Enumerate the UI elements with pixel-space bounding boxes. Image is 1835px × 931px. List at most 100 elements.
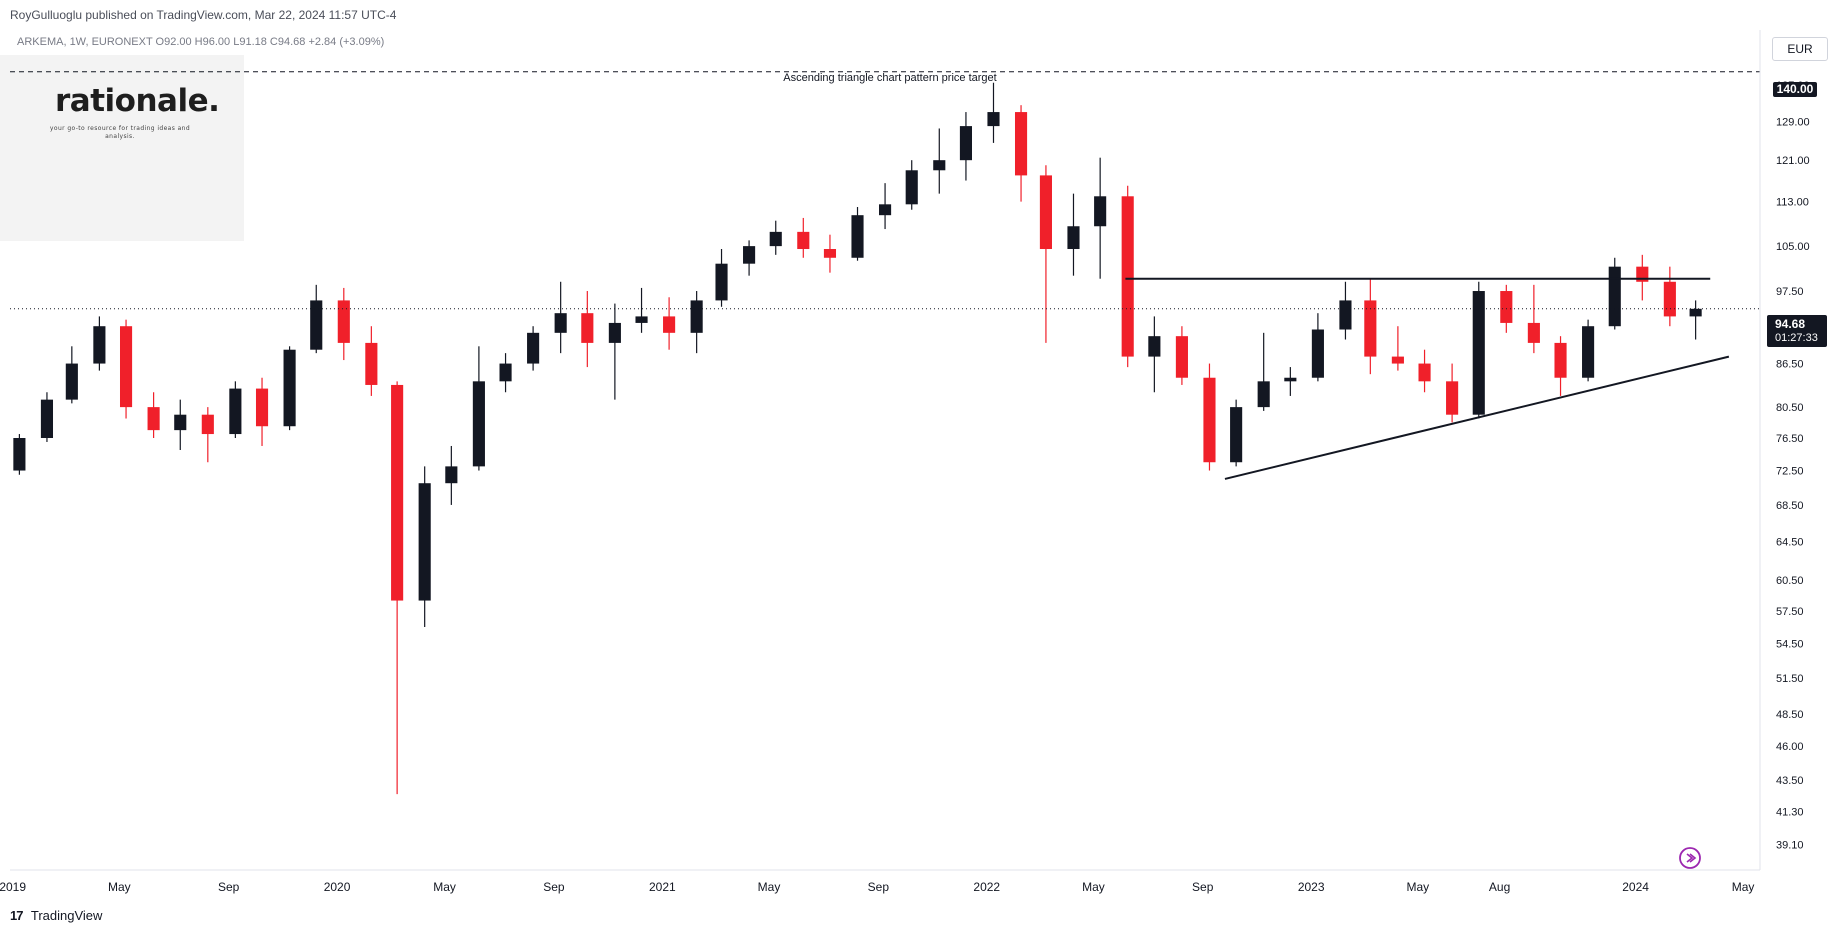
candle <box>635 287 648 333</box>
candle <box>1364 278 1377 375</box>
candle-body <box>1284 377 1297 382</box>
footer-brand[interactable]: 17 TradingView <box>10 908 102 923</box>
candle <box>119 319 133 419</box>
tradingview-logo-icon: 17 <box>10 908 24 923</box>
candle-body <box>1014 112 1028 176</box>
candle-body <box>1339 300 1352 330</box>
candle <box>1014 105 1028 202</box>
candle-body <box>1203 377 1216 463</box>
candle <box>1663 266 1676 327</box>
y-tick-label: 48.50 <box>1776 709 1804 721</box>
candle <box>1554 336 1567 396</box>
y-tick-label: 129.00 <box>1776 116 1810 128</box>
candle <box>527 326 540 371</box>
currency-selector[interactable]: EUR <box>1772 37 1828 61</box>
y-tick-label: 121.00 <box>1776 155 1810 167</box>
candle <box>933 128 946 194</box>
x-tick-label: 2024 <box>1622 880 1649 894</box>
candle <box>1175 326 1188 385</box>
candle-body <box>1472 291 1485 415</box>
trendlines-layer <box>10 71 1760 480</box>
candle <box>229 381 242 439</box>
y-tick-label: 54.50 <box>1776 638 1804 650</box>
candle <box>1284 367 1297 396</box>
candle <box>1446 363 1459 423</box>
y-tick-label: 41.30 <box>1776 807 1804 819</box>
candle <box>1339 281 1352 340</box>
candle-body <box>1121 196 1134 357</box>
y-tick-label: 60.50 <box>1776 575 1804 587</box>
candle <box>1472 281 1485 419</box>
x-tick-label: 2022 <box>973 880 1000 894</box>
target-annotation: Ascending triangle chart pattern price t… <box>783 72 997 84</box>
candle <box>1311 313 1324 382</box>
candle-body <box>310 300 323 350</box>
candle-body <box>851 215 864 258</box>
candle-body <box>418 483 431 601</box>
candle-body <box>1608 266 1621 327</box>
candle <box>1257 332 1270 411</box>
candle <box>1582 319 1595 382</box>
candle-body <box>1094 196 1107 227</box>
candle <box>879 183 892 230</box>
candle <box>391 381 404 795</box>
candle <box>554 281 567 354</box>
candle-body <box>1446 381 1459 415</box>
candle <box>201 407 214 463</box>
candle <box>40 392 54 442</box>
candle-body <box>445 466 458 484</box>
candles-layer <box>13 82 1702 795</box>
footer-brand-label: TradingView <box>30 908 103 923</box>
candle <box>987 82 1000 143</box>
candle-body <box>933 160 946 171</box>
candle-body <box>147 407 160 431</box>
y-tick-label: 68.50 <box>1776 500 1804 512</box>
candle <box>255 377 269 446</box>
x-tick-label: 2021 <box>649 880 676 894</box>
y-tick-label: 72.50 <box>1776 466 1804 478</box>
candle <box>1391 326 1404 371</box>
candle <box>608 303 621 400</box>
candle-body <box>1311 329 1324 378</box>
publisher-line: RoyGulluoglu published on TradingView.co… <box>10 8 397 22</box>
y-tick-label: 86.50 <box>1776 359 1804 371</box>
target-price-badge: 140.00 <box>1773 82 1817 97</box>
x-tick-label: 2023 <box>1298 880 1325 894</box>
candle <box>283 346 296 431</box>
x-tick-label: Sep <box>868 880 890 894</box>
candle-body <box>1175 336 1188 378</box>
candle-body <box>1391 356 1404 364</box>
candle-body <box>40 399 54 439</box>
candle-body <box>1582 326 1595 378</box>
candle-body <box>1148 336 1161 357</box>
candle <box>174 399 187 450</box>
x-tick-label: Sep <box>1192 880 1214 894</box>
x-tick-label: Sep <box>218 880 240 894</box>
x-tick-label: May <box>433 880 456 894</box>
candle-body <box>391 384 404 601</box>
candle <box>797 217 810 258</box>
candle <box>1418 349 1431 393</box>
candle-body <box>743 246 756 264</box>
candle <box>445 445 458 505</box>
bar-countdown: 01:27:33 <box>1775 332 1818 344</box>
candle-body <box>1257 381 1270 408</box>
candle <box>1689 300 1702 340</box>
logo-tagline: your go-to resource for trading ideas an… <box>49 125 191 140</box>
y-tick-label: 46.00 <box>1776 741 1804 753</box>
candle <box>1230 399 1243 467</box>
candle-body <box>959 126 973 161</box>
candle <box>905 160 918 210</box>
candle <box>147 392 160 439</box>
candle <box>743 240 756 276</box>
x-tick-label: May <box>758 880 781 894</box>
candle-body <box>823 249 837 258</box>
candle <box>65 346 78 404</box>
logo-wordmark: rationale. <box>55 83 220 119</box>
candle-body <box>1364 300 1377 357</box>
candle-body <box>1500 291 1513 323</box>
candle-body <box>1067 226 1080 250</box>
time-axis: 2019 May Sep 2020 May Sep 2021 May Sep 2022 May Sep… <box>0 880 1754 894</box>
candle <box>1039 165 1052 343</box>
